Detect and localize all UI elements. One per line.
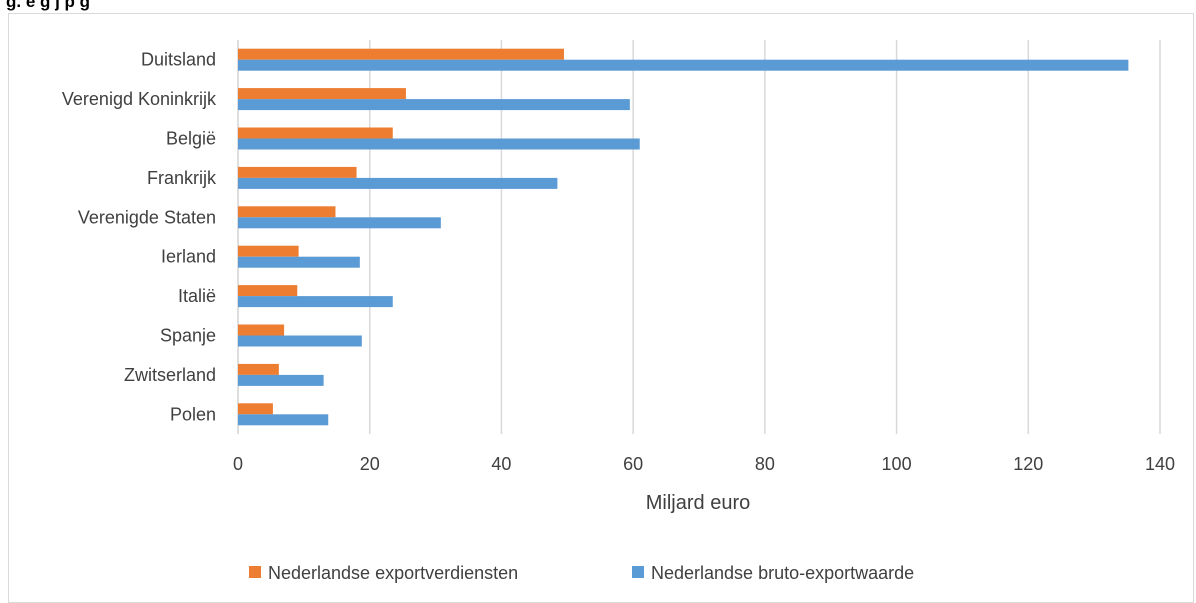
category-label: Verenigde Staten	[78, 207, 216, 227]
category-label: Italië	[178, 286, 216, 306]
bar-exportverdiensten	[238, 166, 357, 178]
bar-bruto-exportwaarde	[238, 374, 324, 386]
bar-exportverdiensten	[238, 88, 406, 100]
bar-exportverdiensten	[238, 127, 393, 139]
bar-bruto-exportwaarde	[238, 335, 362, 347]
x-tick-label: 140	[1145, 454, 1175, 474]
bar-bruto-exportwaarde	[238, 138, 640, 150]
bar-bruto-exportwaarde	[238, 414, 329, 426]
x-tick-label: 100	[882, 454, 912, 474]
x-tick-label: 20	[360, 454, 380, 474]
x-tick-labels: 0 20 40 60 80 100 120 140	[233, 454, 1175, 474]
x-tick-label: 0	[233, 454, 243, 474]
x-axis-title: Miljard euro	[646, 492, 750, 514]
bar-exportverdiensten	[238, 245, 299, 257]
x-tick-label: 120	[1013, 454, 1043, 474]
category-label: België	[166, 129, 216, 149]
bars	[238, 48, 1129, 426]
bar-bruto-exportwaarde	[238, 99, 630, 111]
bar-exportverdiensten	[238, 324, 285, 336]
bar-bruto-exportwaarde	[238, 296, 393, 308]
bar-bruto-exportwaarde	[238, 217, 441, 229]
x-tick-label: 80	[755, 454, 775, 474]
category-label: Duitsland	[141, 50, 216, 70]
page-title: g. e g j p g	[6, 0, 91, 11]
bar-exportverdiensten	[238, 48, 564, 60]
bar-exportverdiensten	[238, 285, 298, 297]
legend-label: Nederlandse exportverdiensten	[268, 563, 518, 583]
legend-label: Nederlandse bruto-exportwaarde	[651, 563, 914, 583]
category-label: Zwitserland	[124, 365, 216, 385]
category-label: Spanje	[160, 326, 216, 346]
category-label: Frankrijk	[147, 168, 217, 188]
bar-exportverdiensten	[238, 206, 336, 218]
category-labels: Duitsland Verenigd Koninkrijk België Frankr…	[62, 50, 217, 425]
legend: Nederlandse exportverdiensten Nederlandse…	[249, 563, 914, 583]
bar-bruto-exportwaarde	[238, 177, 558, 189]
legend-swatch	[249, 566, 261, 578]
x-tick-label: 40	[491, 454, 511, 474]
category-label: Polen	[170, 404, 216, 424]
legend-swatch	[632, 566, 644, 578]
bar-exportverdiensten	[238, 403, 273, 415]
x-tick-label: 60	[623, 454, 643, 474]
bar-bruto-exportwaarde	[238, 256, 360, 268]
bar-exportverdiensten	[238, 363, 279, 375]
bar-bruto-exportwaarde	[238, 59, 1129, 71]
category-label: Verenigd Koninkrijk	[62, 89, 217, 109]
category-label: Ierland	[161, 247, 216, 267]
